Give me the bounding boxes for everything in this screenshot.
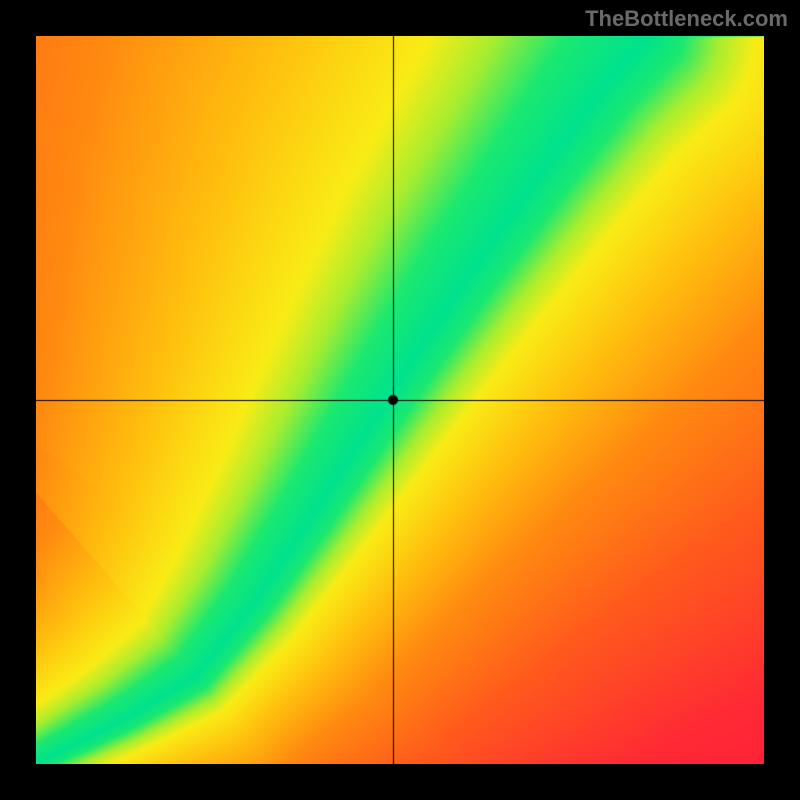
watermark-text: TheBottleneck.com (585, 6, 788, 32)
bottleneck-heatmap (36, 36, 764, 764)
chart-container: TheBottleneck.com (0, 0, 800, 800)
